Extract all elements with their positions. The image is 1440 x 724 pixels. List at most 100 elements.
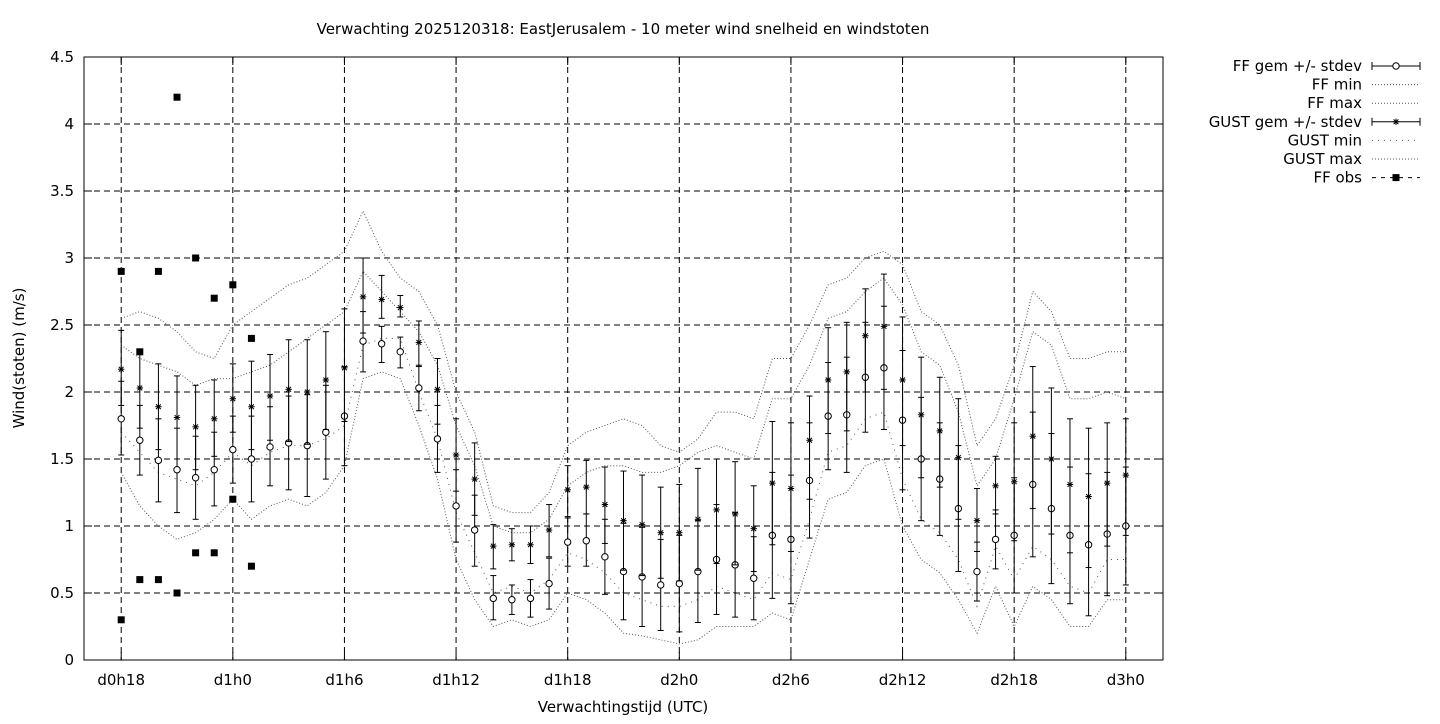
ff-mean-point [489, 594, 497, 603]
gust-mean-point [843, 368, 850, 376]
gust-mean-point [1010, 478, 1018, 485]
gust-mean-point [155, 403, 162, 410]
gust-mean-point [638, 521, 646, 528]
ff-mean-point [359, 337, 367, 345]
legend-label: GUST max [1283, 150, 1362, 168]
x-axis-label: Verwachtingstijd (UTC) [538, 698, 709, 716]
gust-mean-point [527, 541, 534, 548]
gust-mean-point [620, 517, 627, 524]
gust-mean-point [806, 437, 813, 444]
ff-mean-point [154, 456, 163, 465]
gust-mean-point [248, 403, 255, 410]
x-tick-label: d2h12 [879, 671, 927, 689]
gust-mean-point [583, 483, 590, 491]
ff-mean-point [266, 443, 274, 451]
x-tick-label: d1h0 [214, 671, 252, 689]
ff-mean-point [433, 435, 442, 443]
ff-obs-point [210, 294, 218, 302]
gust-mean-point [359, 293, 367, 301]
gust-mean-point [750, 525, 757, 532]
gust-mean-point [1029, 433, 1036, 440]
gust-mean-point [471, 475, 478, 483]
ff-obs-point [192, 549, 200, 557]
legend-label: GUST gem +/- stdev [1209, 113, 1362, 131]
ff-obs-point [173, 93, 181, 101]
gust-mean-point [731, 510, 739, 518]
x-tick-label: d1h12 [432, 671, 480, 689]
ff-obs-point [173, 589, 181, 597]
gust-mean-point [676, 529, 683, 536]
observations [117, 93, 255, 624]
gust-mean-point [899, 376, 906, 384]
gust-mean-point [266, 392, 274, 400]
gust-mean-point [545, 526, 553, 534]
ff-mean-point [229, 445, 237, 454]
gust-mean-point [397, 304, 404, 311]
axis-ticks: 0 0.5 1 1.5 2 2.5 3 3.5 4 4.5 d0h18 d1h0 d1h6 d1h12 d1… [50, 48, 1163, 689]
min-max-line [121, 209, 1126, 514]
gust-mean-point [973, 517, 981, 524]
gust-mean-point [118, 366, 125, 373]
y-tick-label: 2 [64, 383, 74, 401]
gust-mean-point [936, 427, 943, 435]
gust-mean-point [173, 414, 181, 421]
y-tick-label: 4.5 [50, 48, 74, 66]
legend-label: FF obs [1313, 169, 1362, 187]
min-max-line [120, 371, 1126, 645]
legend-label: FF max [1307, 94, 1362, 112]
ff-obs-point [192, 254, 200, 262]
gust-mean-point [657, 529, 664, 536]
gust-mean-point [1066, 481, 1074, 488]
x-tick-label: d3h0 [1107, 671, 1145, 689]
ff-mean-point [582, 537, 590, 545]
ff-obs-point [229, 495, 237, 503]
y-tick-label: 0.5 [50, 584, 74, 602]
gust-mean-point [304, 388, 311, 396]
y-tick-label: 3 [64, 249, 74, 267]
ff-mean-point [247, 455, 256, 463]
gust-mean-point [1048, 455, 1055, 463]
ff-mean-point [545, 579, 553, 588]
ff-obs-point [136, 576, 144, 584]
y-tick-label: 1.5 [50, 450, 74, 468]
gust-mean-point [713, 506, 720, 514]
gust-mean-point [490, 542, 497, 550]
gust-mean-point [434, 386, 441, 393]
ff-mean-point [991, 535, 1000, 544]
gust-mean-point [229, 395, 237, 402]
ff-obs-point [136, 348, 144, 356]
ff-mean-point [377, 340, 386, 348]
gust-mean-point [862, 332, 869, 339]
ff-obs-point [247, 562, 255, 570]
legend-sample-marker [1392, 174, 1400, 182]
ff-mean-point [657, 581, 665, 589]
ff-obs-point [154, 576, 162, 584]
gust-mean-point [1103, 479, 1111, 487]
gust-mean-point [787, 485, 795, 492]
x-tick-label: d2h6 [772, 671, 810, 689]
ff-mean-point [470, 526, 479, 534]
ff-mean-point [750, 574, 758, 582]
ff-mean-point [563, 538, 572, 546]
data-series [117, 257, 1130, 633]
gust-mean-point [564, 486, 571, 494]
y-tick-label: 2.5 [50, 316, 74, 334]
gust-mean-point [211, 415, 218, 422]
x-tick-label: d1h6 [325, 671, 363, 689]
gust-mean-point [452, 451, 460, 459]
ff-mean-point [210, 466, 218, 474]
ff-mean-point [173, 466, 181, 474]
y-tick-label: 1 [64, 517, 74, 535]
gust-mean-point [415, 339, 423, 346]
gust-mean-point [694, 516, 702, 523]
gust-mean-series [118, 257, 1129, 582]
ff-obs-point [154, 267, 162, 275]
gust-mean-point [1085, 493, 1092, 500]
y-tick-label: 3.5 [50, 182, 74, 200]
gust-mean-point [136, 384, 144, 392]
gust-mean-point [192, 423, 199, 431]
ff-mean-point [452, 502, 460, 510]
